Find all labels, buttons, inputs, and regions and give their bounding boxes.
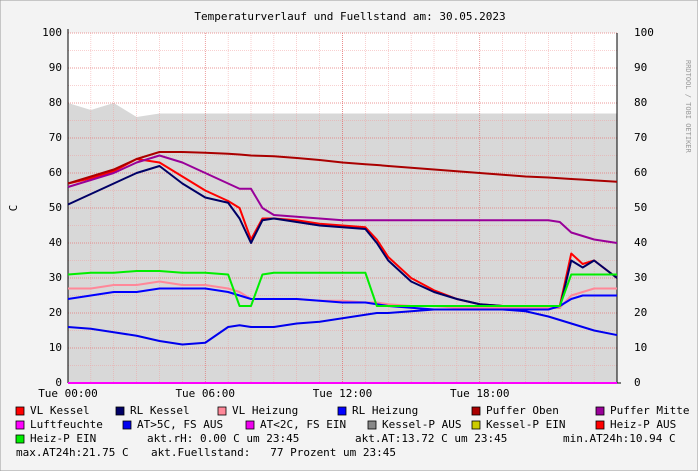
legend-label: Puffer Mitte (610, 404, 689, 417)
y2-tick-label: 100 (634, 26, 654, 39)
y2-tick-label: 90 (634, 61, 647, 74)
series-line (67, 151, 618, 185)
legend-label: AT<2C, FS EIN (260, 418, 346, 431)
note: max.AT24h:21.75 C (16, 446, 129, 459)
y2-tick-label: 50 (634, 201, 647, 214)
y-tick-label: 90 (49, 61, 62, 74)
legend-label: Heiz-P EIN (30, 432, 96, 445)
legend-swatch (595, 406, 605, 416)
y2-tick-label: 30 (634, 271, 647, 284)
series-line (67, 154, 618, 244)
note: akt.Fuellstand: 77 Prozent um 23:45 (151, 446, 396, 459)
y2-tick-label: 40 (634, 236, 647, 249)
y-tick-label: 60 (49, 166, 62, 179)
x-tick-label: Tue 12:00 (313, 387, 373, 400)
series-line (67, 270, 617, 307)
legend-swatch (595, 420, 605, 430)
legend-swatch (337, 406, 347, 416)
series-line (67, 308, 618, 346)
legend-label: VL Kessel (30, 404, 90, 417)
y-tick-label: 10 (49, 341, 62, 354)
note: akt.rH: 0.00 C um 23:45 (147, 432, 299, 445)
legend-swatch (471, 420, 481, 430)
legend-swatch (217, 406, 227, 416)
y2-tick-label: 60 (634, 166, 647, 179)
legend-swatch (367, 420, 377, 430)
note: min.AT24h:10.94 C (563, 432, 676, 445)
legend-swatch (471, 406, 481, 416)
y-axis-label: C (7, 205, 20, 212)
x-tick-label: Tue 00:00 (38, 387, 98, 400)
legend-label: VL Heizung (232, 404, 298, 417)
legend-label: Luftfeuchte (30, 418, 103, 431)
legend-label: Puffer Oben (486, 404, 559, 417)
legend-swatch (15, 434, 25, 444)
series-line (67, 287, 617, 311)
y-tick-label: 40 (49, 236, 62, 249)
y2-tick-label: 0 (634, 376, 641, 389)
y-tick-label: 80 (49, 96, 62, 109)
y-tick-label: 0 (55, 376, 62, 389)
legend-label: RL Heizung (352, 404, 418, 417)
y2-tick-label: 20 (634, 306, 647, 319)
x-tick-label: Tue 06:00 (175, 387, 235, 400)
x-tick-label: Tue 18:00 (450, 387, 510, 400)
legend-swatch (122, 420, 132, 430)
legend-label: Heiz-P AUS (610, 418, 676, 431)
y2-tick-label: 70 (634, 131, 647, 144)
y2-tick-label: 80 (634, 96, 647, 109)
legend-label: Kessel-P AUS (382, 418, 461, 431)
y-tick-label: 70 (49, 131, 62, 144)
chart-title: Temperaturverlauf und Fuellstand am: 30.… (194, 10, 505, 23)
legend-swatch (115, 406, 125, 416)
legend-swatch (15, 420, 25, 430)
legend-label: RL Kessel (130, 404, 190, 417)
legend-swatch (245, 420, 255, 430)
legend-swatch (15, 406, 25, 416)
legend-label: AT>5C, FS AUS (137, 418, 223, 431)
y2-tick-label: 10 (634, 341, 647, 354)
y-tick-label: 30 (49, 271, 62, 284)
note: akt.AT:13.72 C um 23:45 (355, 432, 507, 445)
y-tick-label: 50 (49, 201, 62, 214)
legend-label: Kessel-P EIN (486, 418, 565, 431)
watermark: RRDTOOL / TOBI OETIKER (684, 60, 692, 154)
y-tick-label: 20 (49, 306, 62, 319)
y-tick-label: 100 (42, 26, 62, 39)
